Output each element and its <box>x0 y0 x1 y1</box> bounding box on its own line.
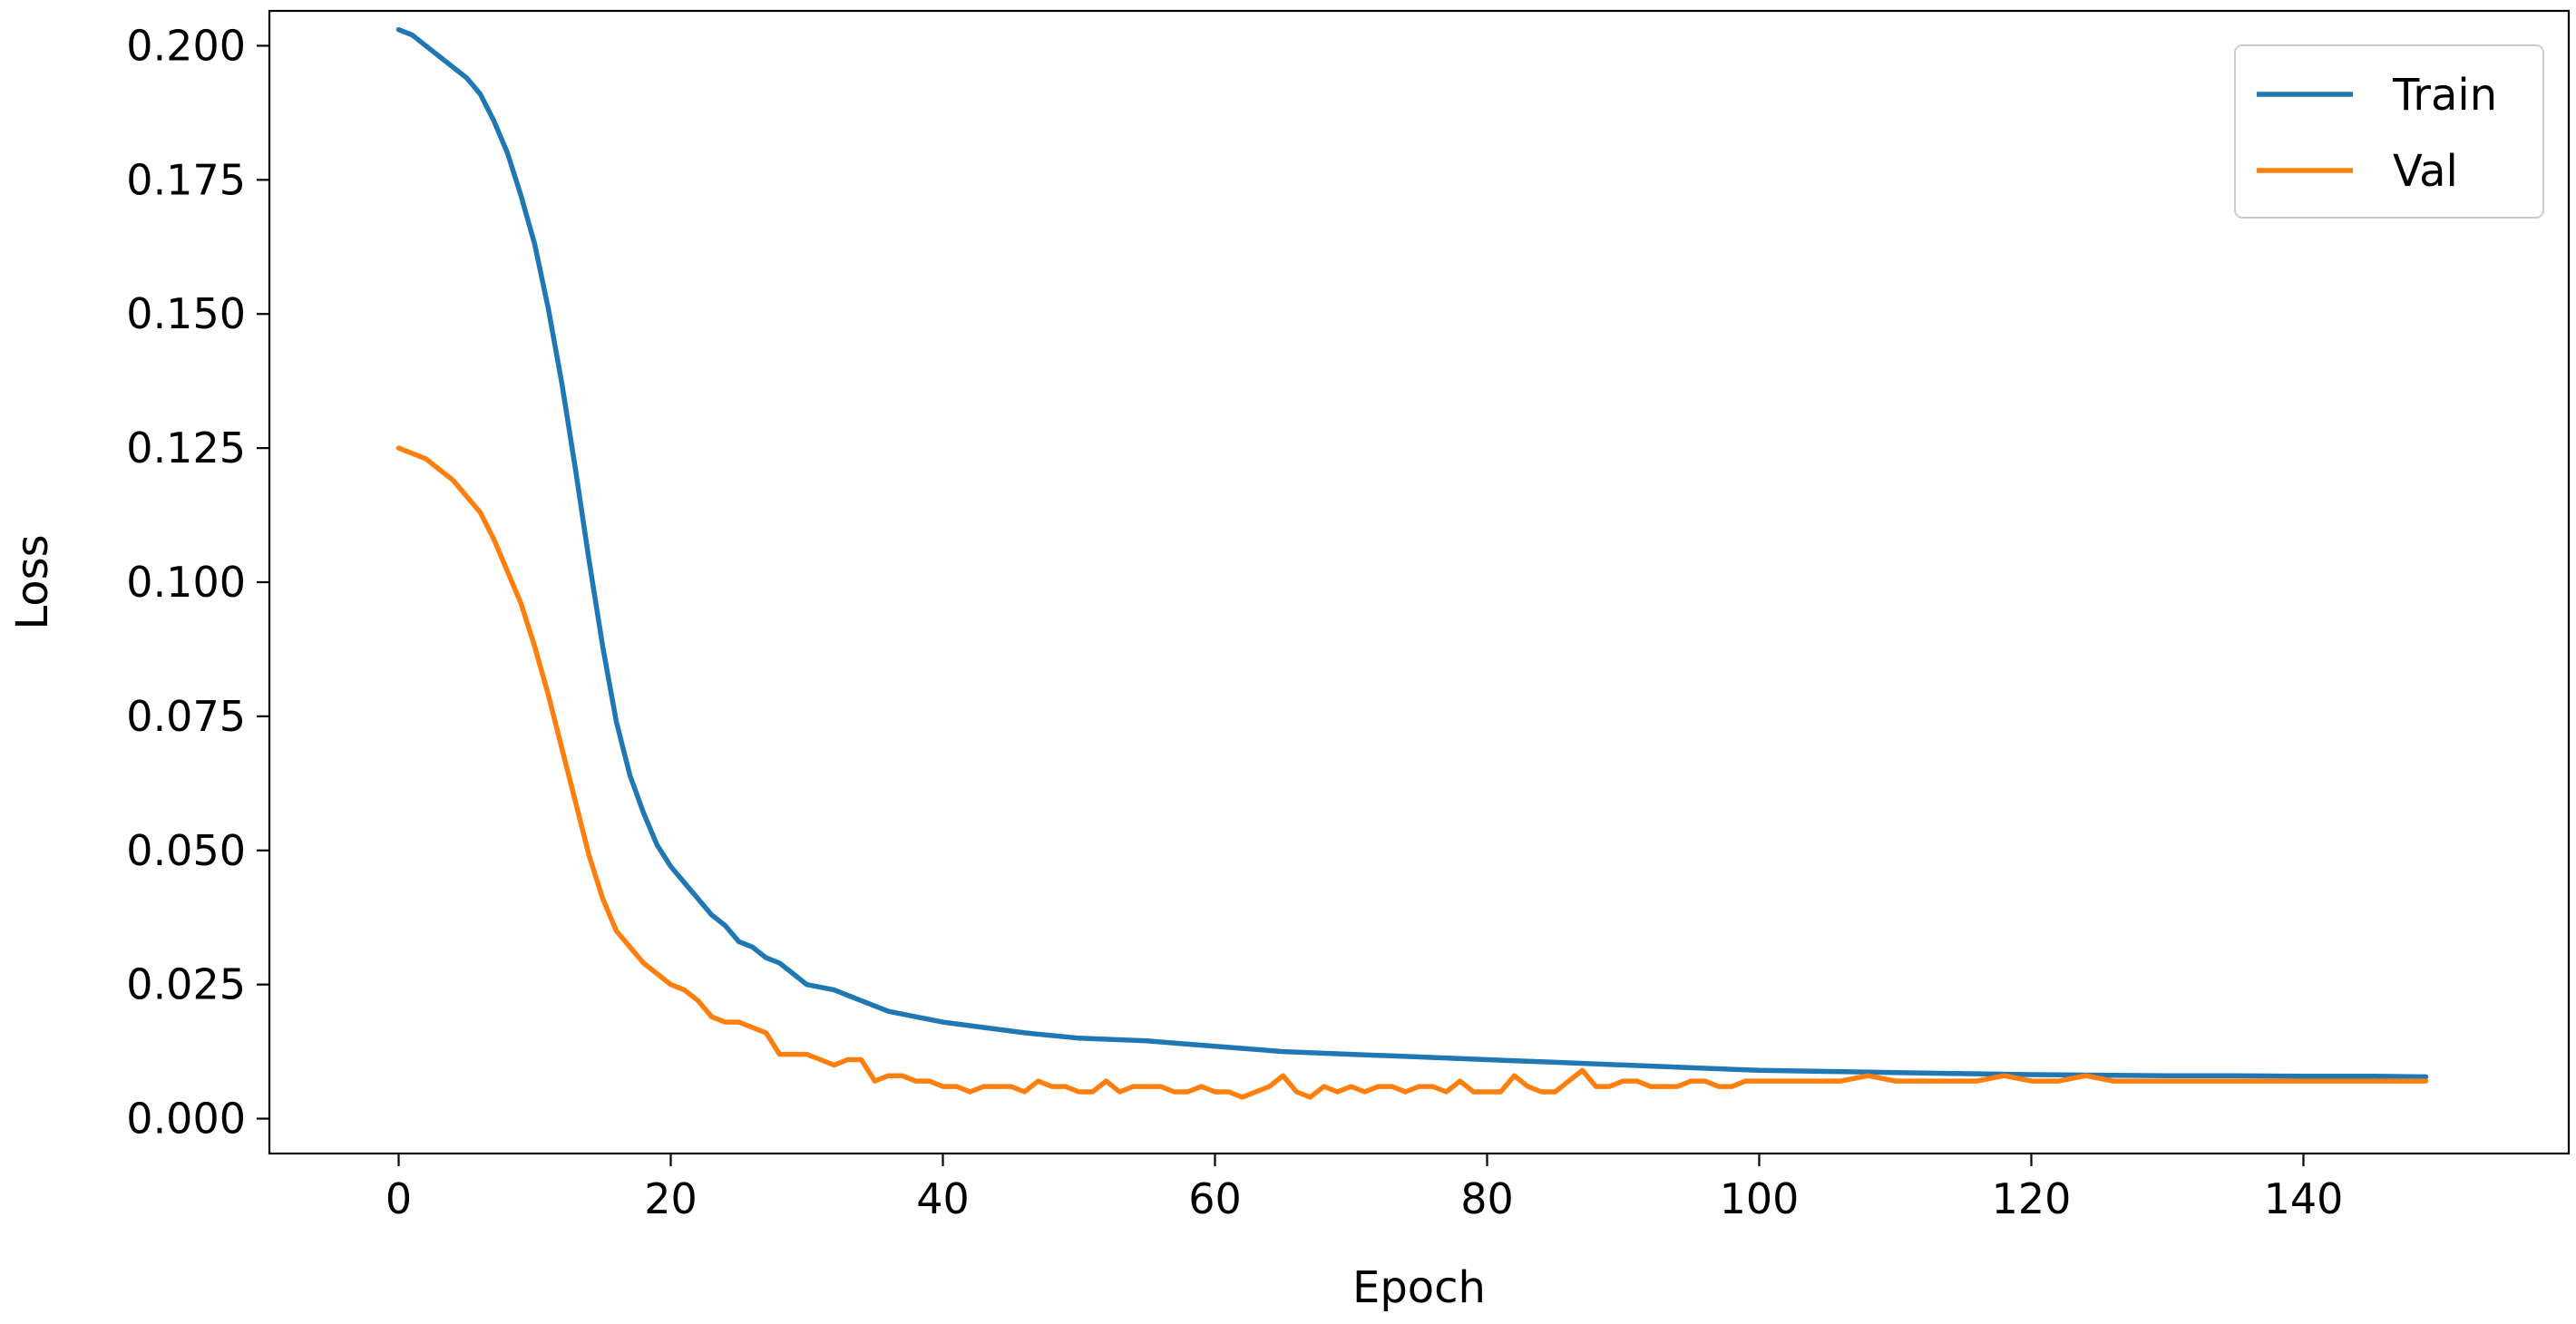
series-line-val <box>395 445 2429 1100</box>
y-tick-label: 0.175 <box>126 155 246 204</box>
y-axis-title: Loss <box>7 534 58 629</box>
y-tick-label: 0.050 <box>126 826 246 875</box>
x-tick-label: 140 <box>2264 1174 2344 1223</box>
y-tick-label: 0.000 <box>126 1095 246 1144</box>
y-tick-label: 0.025 <box>126 960 246 1009</box>
x-axis-ticks: 0 20 40 60 80 100 120 140 <box>385 1154 2344 1223</box>
series-layer <box>395 26 2429 1100</box>
legend: Train Val <box>2234 44 2544 219</box>
x-tick-label: 100 <box>1720 1174 1800 1223</box>
x-axis-title: Epoch <box>1352 1262 1486 1313</box>
legend-label-train: Train <box>2392 70 2497 121</box>
x-tick-label: 20 <box>644 1174 698 1223</box>
x-tick-label: 80 <box>1460 1174 1514 1223</box>
legend-box <box>2234 44 2544 219</box>
legend-label-val: Val <box>2393 146 2458 197</box>
x-tick-label: 60 <box>1188 1174 1242 1223</box>
x-tick-label: 120 <box>1992 1174 2072 1223</box>
y-tick-label: 0.150 <box>126 289 246 338</box>
x-tick-label: 40 <box>916 1174 970 1223</box>
series-line-train <box>395 26 2429 1080</box>
y-tick-label: 0.125 <box>126 423 246 472</box>
y-axis-ticks: 0.000 0.025 0.050 0.075 0.100 0.125 0.150 0.175… <box>126 21 269 1144</box>
y-tick-label: 0.100 <box>126 558 246 607</box>
y-tick-label: 0.200 <box>126 21 246 70</box>
x-tick-label: 0 <box>385 1174 412 1223</box>
y-tick-label: 0.075 <box>126 692 246 741</box>
